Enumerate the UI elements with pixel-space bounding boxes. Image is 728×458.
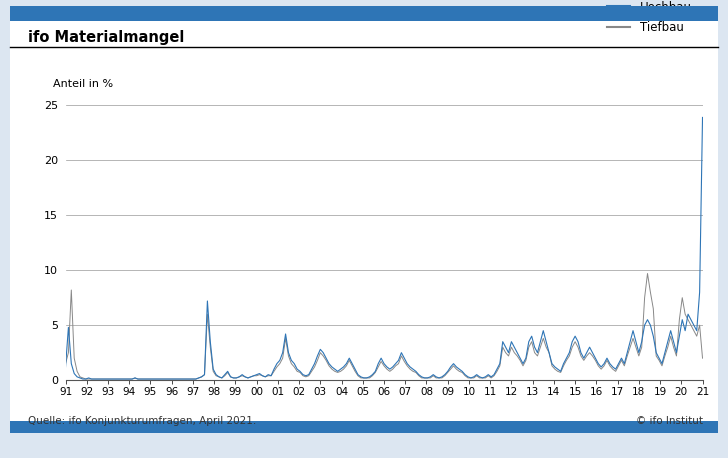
Text: ifo Materialmangel: ifo Materialmangel [28, 30, 184, 45]
Text: © ifo Institut: © ifo Institut [636, 416, 703, 426]
Legend: Hochbau, Tiefbau: Hochbau, Tiefbau [602, 0, 697, 38]
Text: Anteil in %: Anteil in % [52, 79, 113, 89]
Text: Quelle: ifo Konjunkturumfragen, April 2021.: Quelle: ifo Konjunkturumfragen, April 20… [28, 416, 256, 426]
